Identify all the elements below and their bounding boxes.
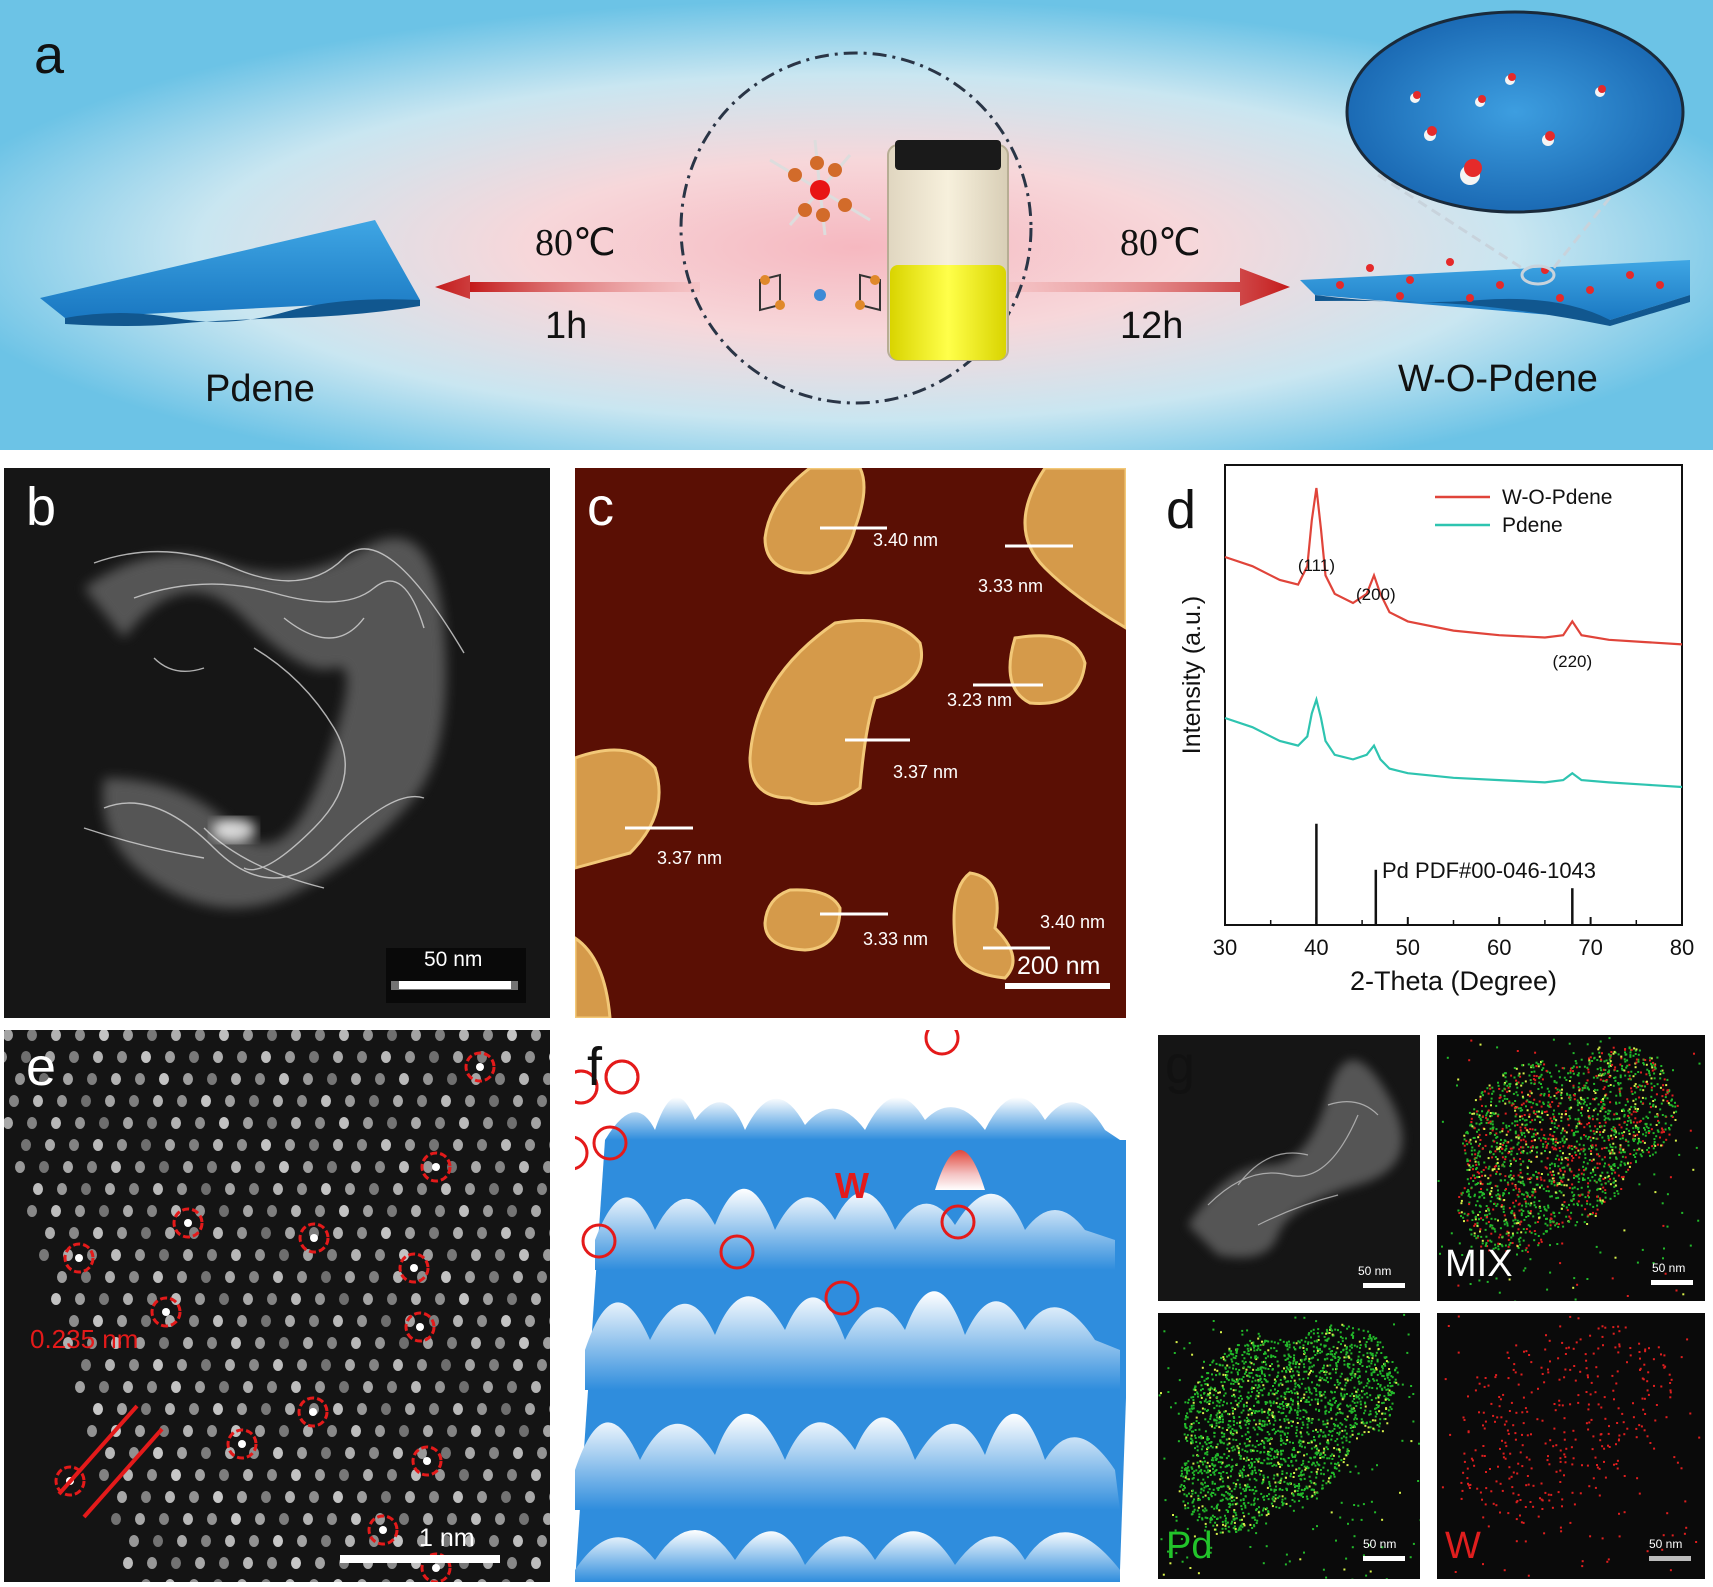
height-label-4: 3.37 nm	[893, 762, 958, 783]
scale-label-g1: 50 nm	[1358, 1264, 1391, 1278]
pd-label: Pd	[1166, 1525, 1212, 1568]
reaction-vial	[888, 140, 1008, 360]
peak-annotation: (111)	[1298, 556, 1335, 575]
panel-label-b: b	[26, 476, 56, 538]
zoom-lens	[1347, 12, 1683, 212]
afm-image-c	[575, 468, 1126, 1018]
panel-label-f: f	[587, 1036, 602, 1098]
w-peak-label: W	[835, 1165, 869, 1207]
series-line-w-o-pdene	[1225, 488, 1682, 644]
legend-label: W-O-Pdene	[1502, 486, 1613, 509]
xrd-chart: 30 40 50 60 70 80 2-Theta (Degree) Intensity (a…	[1130, 455, 1713, 1025]
eds-pd-map: Pd 50 nm	[1158, 1313, 1420, 1579]
left-time: 1h	[545, 305, 587, 348]
circle-overlay-f	[575, 1030, 1126, 1582]
panel-label-g: g	[1165, 1034, 1195, 1096]
left-temperature: 80℃	[535, 220, 616, 265]
panel-f: f W	[575, 1030, 1126, 1582]
scale-label-c: 200 nm	[1017, 952, 1100, 981]
w-o-pdene-label: W-O-Pdene	[1398, 358, 1598, 401]
scale-label-g3: 50 nm	[1363, 1537, 1396, 1551]
eds-w-map: W 50 nm	[1437, 1313, 1705, 1579]
panel-label-c: c	[587, 476, 614, 538]
scale-label-g2: 50 nm	[1652, 1261, 1685, 1275]
scale-bar-e	[340, 1555, 500, 1563]
x-tick-label: 50	[1396, 935, 1420, 960]
panel-label-d: d	[1166, 479, 1196, 541]
eds-mix-map: MIX 50 nm	[1437, 1035, 1705, 1301]
x-tick-label: 40	[1304, 935, 1328, 960]
panel-label-e: e	[26, 1036, 56, 1098]
legend-label: Pdene	[1502, 514, 1563, 537]
lattice-atoms	[4, 1030, 550, 1582]
panel-g: 50 nm MIX 50 nm Pd 50 nm W 50 nm g	[1145, 1030, 1713, 1582]
x-axis-label: 2-Theta (Degree)	[1350, 966, 1557, 996]
lattice-spacing-label: 0.235 nm	[30, 1324, 138, 1355]
panel-a: a 80℃ 1h 80℃ 12h Pdene W-O-Pdene	[0, 0, 1713, 450]
height-label-5: 3.37 nm	[657, 848, 722, 869]
panel-d: 30 40 50 60 70 80 2-Theta (Degree) Intensity (a…	[1130, 455, 1713, 1025]
right-temperature: 80℃	[1120, 220, 1201, 265]
right-time: 12h	[1120, 305, 1183, 348]
eds-haadf-map: 50 nm	[1158, 1035, 1420, 1301]
panel-label-a: a	[34, 24, 64, 86]
y-axis-label: Intensity (a.u.)	[1178, 596, 1206, 754]
scale-label-b: 50 nm	[424, 948, 482, 972]
height-label-2: 3.33 nm	[978, 576, 1043, 597]
height-label-3: 3.23 nm	[947, 690, 1012, 711]
stem-image-b	[4, 468, 550, 1018]
scale-label-e: 1 nm	[419, 1524, 475, 1553]
x-tick-label: 60	[1487, 935, 1511, 960]
plot-frame	[1225, 465, 1682, 925]
height-label-6: 3.33 nm	[863, 929, 928, 950]
lattice-line	[59, 1406, 137, 1494]
pdene-label: Pdene	[205, 368, 315, 411]
panel-c: c 3.40 nm 3.33 nm 3.23 nm 3.37 nm 3.37 n…	[575, 468, 1126, 1018]
mix-label: MIX	[1445, 1243, 1513, 1286]
w-label: W	[1445, 1525, 1481, 1568]
panel-b: b 50 nm	[4, 468, 550, 1018]
scale-label-g4: 50 nm	[1649, 1537, 1682, 1551]
peak-annotation: (220)	[1552, 652, 1592, 671]
haadf-image-e	[4, 1030, 550, 1582]
height-label-1: 3.40 nm	[873, 530, 938, 551]
series-line-pdene	[1225, 700, 1682, 787]
pdf-reference-label: Pd PDF#00-046-1043	[1382, 858, 1596, 884]
x-tick-label: 80	[1670, 935, 1694, 960]
scale-bar-c	[1005, 983, 1110, 989]
panel-e: e 0.235 nm 1 nm	[4, 1030, 550, 1582]
height-label-7: 3.40 nm	[1040, 912, 1105, 933]
peak-annotation: (200)	[1356, 585, 1396, 604]
x-tick-label: 70	[1578, 935, 1602, 960]
x-tick-label: 30	[1213, 935, 1237, 960]
